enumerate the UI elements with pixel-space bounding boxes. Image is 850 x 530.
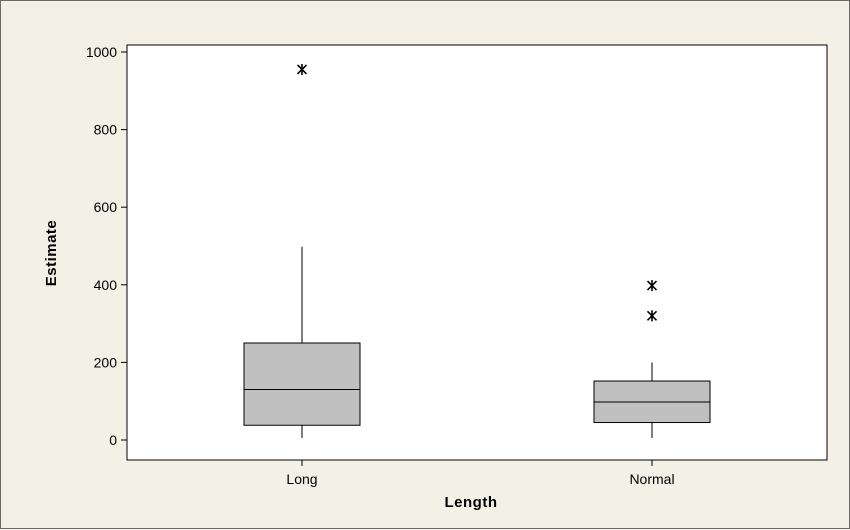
y-tick-label: 600 <box>94 199 118 215</box>
outlier-marker <box>296 63 308 75</box>
outlier-marker <box>646 280 658 292</box>
x-tick-label: Long <box>286 471 317 487</box>
box-group-long <box>243 63 361 439</box>
x-tick-label: Normal <box>629 471 674 487</box>
x-axis: Long Normal <box>286 460 675 487</box>
y-tick-label: 800 <box>94 122 118 138</box>
y-tick-label: 0 <box>109 432 117 448</box>
y-tick-label: 200 <box>94 354 118 370</box>
box-group-normal <box>593 280 711 439</box>
plot-area <box>126 44 828 461</box>
y-axis-title: Estimate <box>43 220 60 287</box>
y-axis: 0 200 400 600 800 1000 <box>86 44 127 448</box>
outlier-marker <box>646 310 658 322</box>
x-axis-title: Length <box>445 494 498 511</box>
boxes <box>243 63 711 439</box>
box <box>243 342 361 426</box>
y-tick-label: 400 <box>94 277 118 293</box>
y-tick-label: 1000 <box>86 44 117 60</box>
